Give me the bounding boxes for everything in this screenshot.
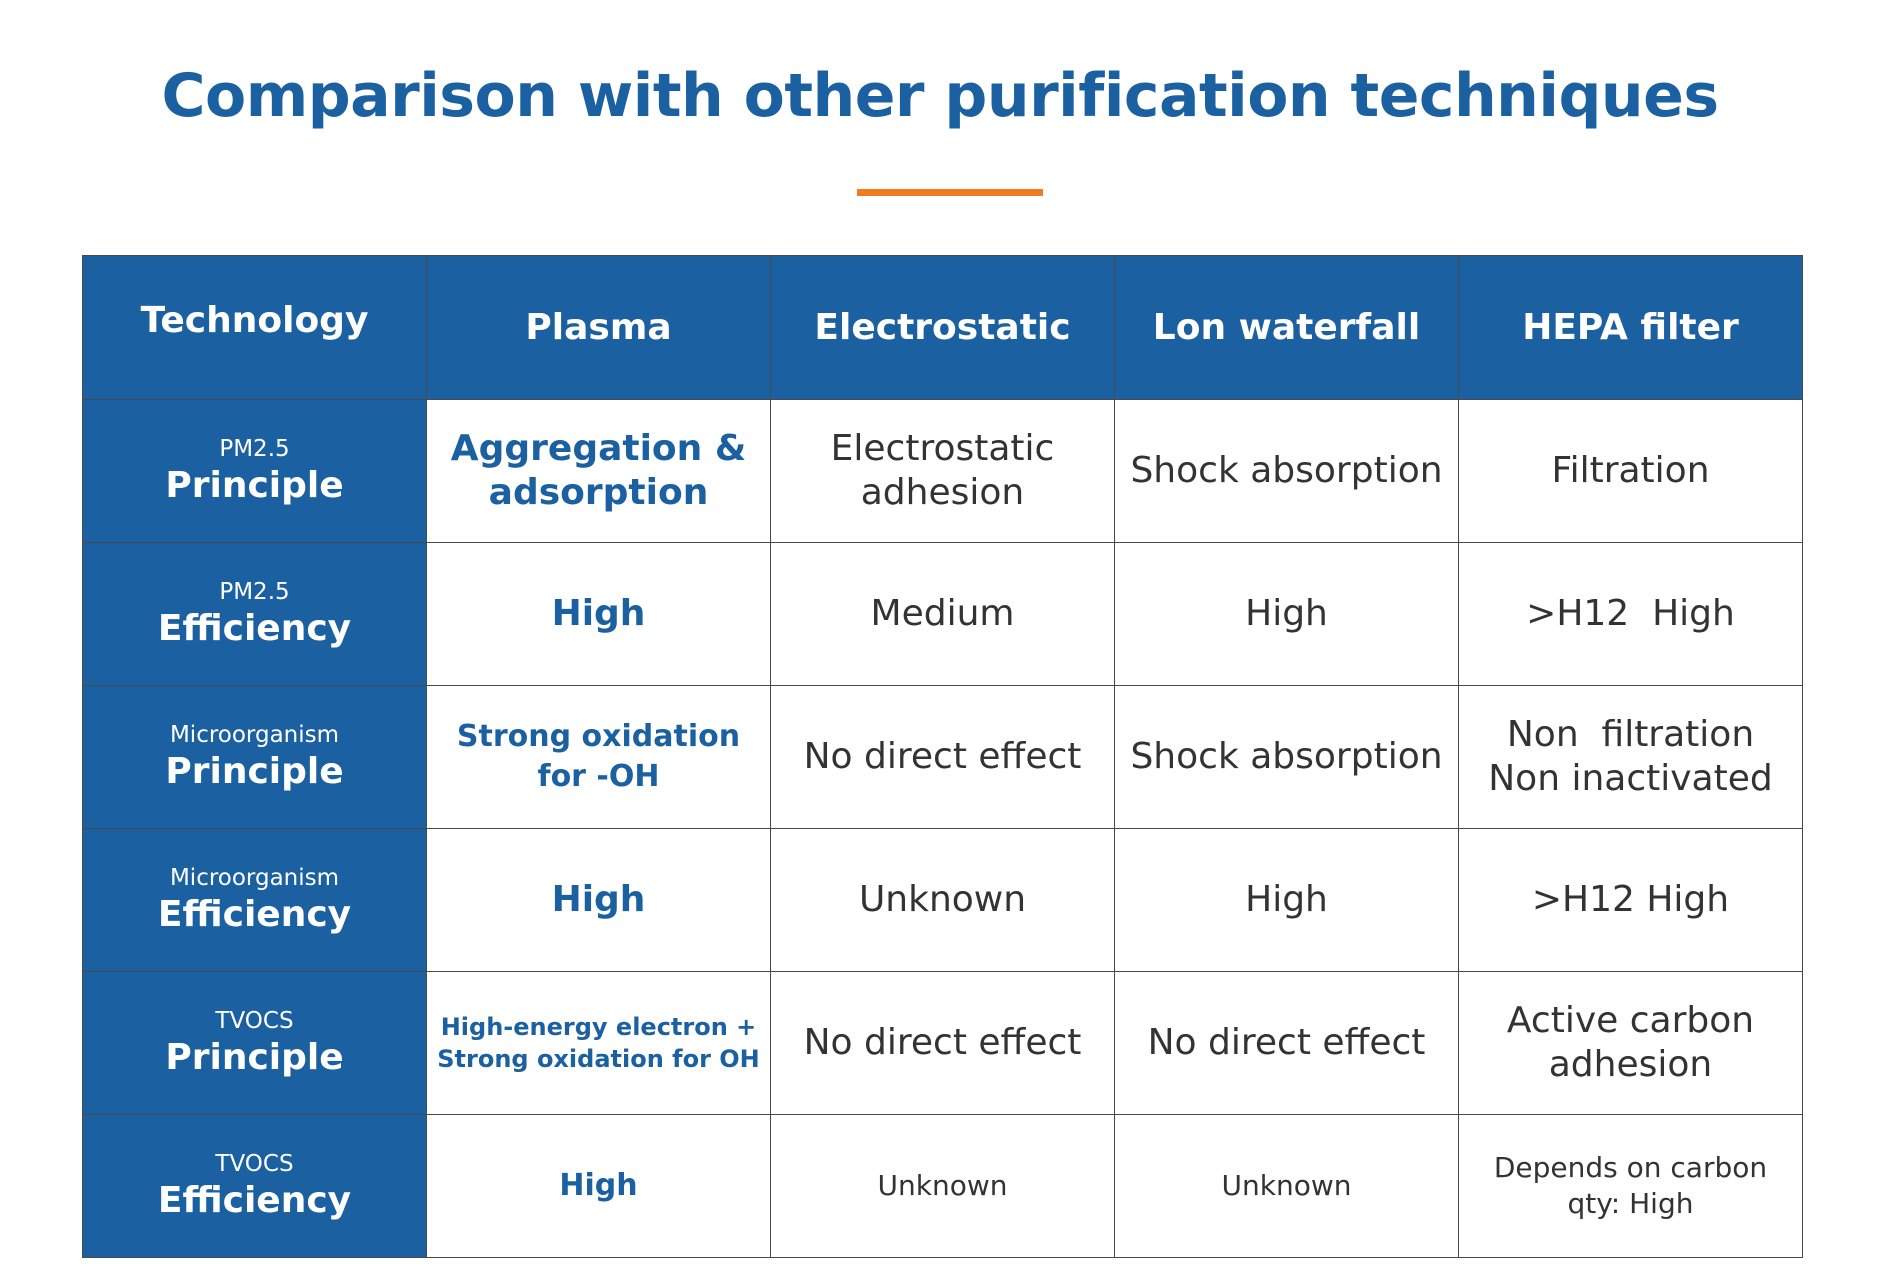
cell-lon-waterfall: Shock absorption xyxy=(1114,399,1459,543)
cell-plasma: Strong oxidation for -OH xyxy=(426,685,771,829)
row-label-sub: Microorganism xyxy=(169,865,340,891)
row-label-main: Principle xyxy=(165,751,344,792)
row-label-sub: PM2.5 xyxy=(219,436,290,462)
cell-line: High-energy electron + xyxy=(440,1013,757,1041)
cell-line: Non filtration xyxy=(1506,714,1755,755)
cell-electrostatic: No direct effect xyxy=(770,685,1115,829)
title-underline-divider xyxy=(857,189,1043,196)
cell-line: Filtration xyxy=(1551,450,1710,491)
cell-lon-waterfall: No direct effect xyxy=(1114,971,1459,1115)
cell-plasma: High xyxy=(426,1114,771,1258)
table-row: Microorganism Principle Strong oxidation… xyxy=(82,685,1803,829)
row-label-main: Efficiency xyxy=(157,1180,352,1221)
cell-line: adhesion xyxy=(1548,1044,1713,1085)
cell-plasma: High-energy electron + Strong oxidation … xyxy=(426,971,771,1115)
header-electrostatic: Electrostatic xyxy=(770,255,1115,400)
cell-electrostatic: Electrostatic adhesion xyxy=(770,399,1115,543)
cell-line: Unknown xyxy=(858,879,1027,920)
cell-lon-waterfall: High xyxy=(1114,828,1459,972)
cell-line: Aggregation & xyxy=(450,428,747,469)
table-row: PM2.5 Principle Aggregation & adsorption… xyxy=(82,399,1803,543)
cell-line: Strong oxidation for OH xyxy=(437,1045,760,1073)
cell-electrostatic: Unknown xyxy=(770,1114,1115,1258)
cell-line: Electrostatic xyxy=(830,428,1055,469)
cell-line: >H12 High xyxy=(1526,593,1735,634)
cell-hepa: >H12 High xyxy=(1458,828,1803,972)
cell-line: Unknown xyxy=(877,1169,1008,1202)
table-row: TVOCS Efficiency High Unknown Unknown De… xyxy=(82,1114,1803,1258)
cell-line: >H12 High xyxy=(1531,879,1730,920)
cell-line: High xyxy=(1245,879,1328,920)
cell-line: No direct effect xyxy=(803,1022,1082,1063)
row-label-pm25-principle: PM2.5 Principle xyxy=(82,399,427,543)
cell-line: Active carbon xyxy=(1506,1000,1755,1041)
row-label-microorganism-efficiency: Microorganism Efficiency xyxy=(82,828,427,972)
row-label-tvocs-principle: TVOCS Principle xyxy=(82,971,427,1115)
cell-electrostatic: Unknown xyxy=(770,828,1115,972)
cell-lon-waterfall: High xyxy=(1114,542,1459,686)
cell-line: adhesion xyxy=(860,472,1025,513)
cell-plasma: Aggregation & adsorption xyxy=(426,399,771,543)
cell-line: Shock absorption xyxy=(1130,736,1443,777)
row-label-main: Principle xyxy=(165,1037,344,1078)
row-label-tvocs-efficiency: TVOCS Efficiency xyxy=(82,1114,427,1258)
cell-plasma: High xyxy=(426,542,771,686)
cell-lon-waterfall: Unknown xyxy=(1114,1114,1459,1258)
row-label-sub: PM2.5 xyxy=(219,579,290,605)
cell-plasma: High xyxy=(426,828,771,972)
table-row: PM2.5 Efficiency High Medium High >H12 H… xyxy=(82,542,1803,686)
cell-hepa: Depends on carbon qty: High xyxy=(1458,1114,1803,1258)
cell-line: No direct effect xyxy=(803,736,1082,777)
cell-line: for -OH xyxy=(537,759,660,794)
cell-hepa: >H12 High xyxy=(1458,542,1803,686)
table-header-row: Technology Plasma Electrostatic Lon wate… xyxy=(82,255,1803,400)
cell-lon-waterfall: Shock absorption xyxy=(1114,685,1459,829)
header-lon-waterfall: Lon waterfall xyxy=(1114,255,1459,400)
cell-line: High xyxy=(551,879,646,920)
cell-line: Strong oxidation xyxy=(456,719,741,754)
cell-line: qty: High xyxy=(1567,1187,1694,1220)
row-label-sub: TVOCS xyxy=(215,1008,294,1034)
row-label-microorganism-principle: Microorganism Principle xyxy=(82,685,427,829)
cell-hepa: Filtration xyxy=(1458,399,1803,543)
header-hepa-filter: HEPA filter xyxy=(1458,255,1803,400)
cell-line: High xyxy=(559,1168,638,1203)
cell-line: Unknown xyxy=(1221,1169,1352,1202)
cell-electrostatic: Medium xyxy=(770,542,1115,686)
cell-line: adsorption xyxy=(488,472,709,513)
cell-line: Medium xyxy=(870,593,1015,634)
cell-line: Non inactivated xyxy=(1488,758,1773,799)
header-plasma: Plasma xyxy=(426,255,771,400)
table-row: Microorganism Efficiency High Unknown Hi… xyxy=(82,828,1803,972)
row-label-pm25-efficiency: PM2.5 Efficiency xyxy=(82,542,427,686)
cell-line: High xyxy=(551,593,646,634)
cell-line: High xyxy=(1245,593,1328,634)
cell-line: Depends on carbon xyxy=(1493,1151,1768,1184)
cell-line: No direct effect xyxy=(1147,1022,1426,1063)
row-label-main: Efficiency xyxy=(157,608,352,649)
row-label-main: Efficiency xyxy=(157,894,352,935)
page-title: Comparison with other purification techn… xyxy=(161,61,1719,131)
cell-hepa: Active carbon adhesion xyxy=(1458,971,1803,1115)
row-label-main: Principle xyxy=(165,465,344,506)
row-label-sub: Microorganism xyxy=(169,722,340,748)
cell-line: Shock absorption xyxy=(1130,450,1443,491)
comparison-table: Technology Plasma Electrostatic Lon wate… xyxy=(82,255,1803,1258)
table-row: TVOCS Principle High-energy electron + S… xyxy=(82,971,1803,1115)
cell-electrostatic: No direct effect xyxy=(770,971,1115,1115)
header-technology: Technology xyxy=(82,255,427,400)
row-label-sub: TVOCS xyxy=(215,1151,294,1177)
cell-hepa: Non filtration Non inactivated xyxy=(1458,685,1803,829)
